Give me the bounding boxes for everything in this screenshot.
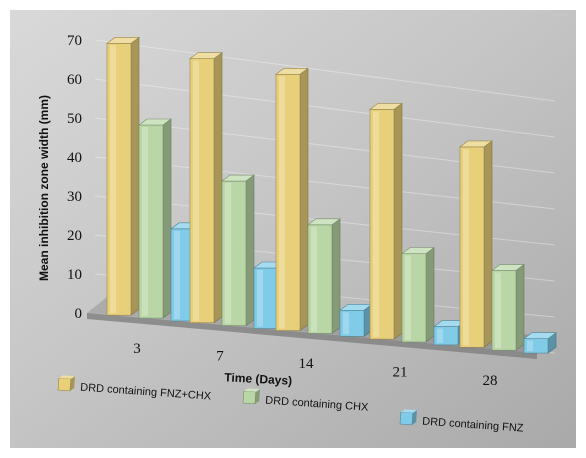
- bar-front: [307, 224, 333, 334]
- legend-swatch-side: [69, 376, 76, 391]
- y-tick-label: 70: [67, 33, 82, 49]
- bar-top: [221, 174, 255, 182]
- bar: [106, 36, 140, 316]
- bar-side: [162, 118, 172, 319]
- legend-swatch-top: [243, 388, 261, 392]
- bar-side: [425, 247, 435, 343]
- bar-front: [369, 109, 395, 340]
- bar-highlight: [343, 312, 349, 335]
- bar-top: [459, 140, 493, 148]
- bar-front: [401, 253, 427, 343]
- bar: [189, 52, 223, 324]
- y-tick-label: 60: [67, 72, 82, 88]
- bar: [369, 102, 403, 340]
- bar: [459, 140, 493, 348]
- bar-highlight: [225, 183, 231, 324]
- bar-highlight: [174, 230, 180, 319]
- bar-side: [213, 52, 223, 324]
- x-tick-label: 3: [133, 341, 141, 357]
- y-tick-label: 40: [67, 150, 82, 166]
- bar-highlight: [257, 270, 263, 327]
- legend-swatch: [242, 390, 257, 405]
- x-tick-label: 21: [393, 365, 408, 381]
- bar-top: [523, 332, 557, 339]
- y-tick-label: 50: [67, 111, 82, 127]
- bar-front: [253, 267, 279, 329]
- bar-top: [275, 67, 309, 75]
- bar-top: [369, 103, 403, 110]
- bar-front: [339, 309, 365, 337]
- bar-highlight: [495, 272, 501, 349]
- y-tick-label: 20: [67, 228, 82, 244]
- bar-highlight: [463, 148, 469, 346]
- legend-swatch-top: [400, 409, 418, 413]
- bar-top: [138, 118, 172, 126]
- bar: [491, 263, 525, 351]
- bar-side: [245, 174, 255, 327]
- bar: [221, 174, 255, 327]
- y-tick-label: 10: [67, 267, 82, 283]
- y-axis-title: Mean inhibition zone width (mm): [37, 95, 51, 281]
- bar-highlight: [193, 60, 199, 321]
- bar-top: [106, 37, 140, 44]
- bar: [523, 332, 557, 354]
- bar-highlight: [142, 127, 148, 317]
- bar-top: [307, 218, 341, 226]
- x-tick-label: 7: [216, 348, 224, 364]
- bar-top: [491, 264, 525, 271]
- bar-side: [483, 140, 493, 348]
- bar-highlight: [311, 226, 317, 332]
- gridline: [94, 39, 556, 102]
- y-tick-label: 30: [67, 189, 82, 205]
- bar-highlight: [527, 340, 533, 352]
- bar-top: [189, 52, 223, 59]
- x-tick-label: 14: [299, 356, 315, 372]
- bar-highlight: [437, 328, 443, 343]
- bar-front: [221, 180, 247, 326]
- legend-swatch-side: [411, 410, 418, 425]
- bar-front: [491, 270, 517, 351]
- bar: [138, 118, 172, 319]
- legend-swatch: [399, 411, 414, 426]
- gridline: [94, 78, 556, 138]
- x-axis-title: Time (Days): [224, 370, 292, 388]
- bar-highlight: [110, 45, 116, 314]
- bar-front: [106, 43, 132, 316]
- chart-floor-edge: [87, 313, 537, 359]
- bar: [275, 67, 309, 332]
- bar: [339, 303, 373, 337]
- bar-side: [515, 263, 525, 351]
- bar-side: [393, 102, 403, 340]
- bar: [307, 218, 341, 335]
- bar-front: [138, 124, 164, 319]
- bar-highlight: [373, 111, 379, 338]
- x-tick-label: 28: [483, 373, 498, 389]
- bar: [401, 247, 435, 343]
- y-tick-label: 0: [75, 306, 83, 322]
- bar-side: [299, 67, 309, 332]
- legend-swatch-top: [58, 375, 76, 379]
- bar-side: [130, 36, 140, 316]
- bar-front: [275, 73, 301, 331]
- legend-swatch: [57, 377, 72, 392]
- legend-swatch-side: [254, 389, 261, 404]
- bar-side: [331, 218, 341, 335]
- bar-highlight: [405, 255, 411, 340]
- bar-front: [459, 146, 485, 348]
- bar-highlight: [279, 76, 285, 329]
- bar-top: [401, 247, 435, 254]
